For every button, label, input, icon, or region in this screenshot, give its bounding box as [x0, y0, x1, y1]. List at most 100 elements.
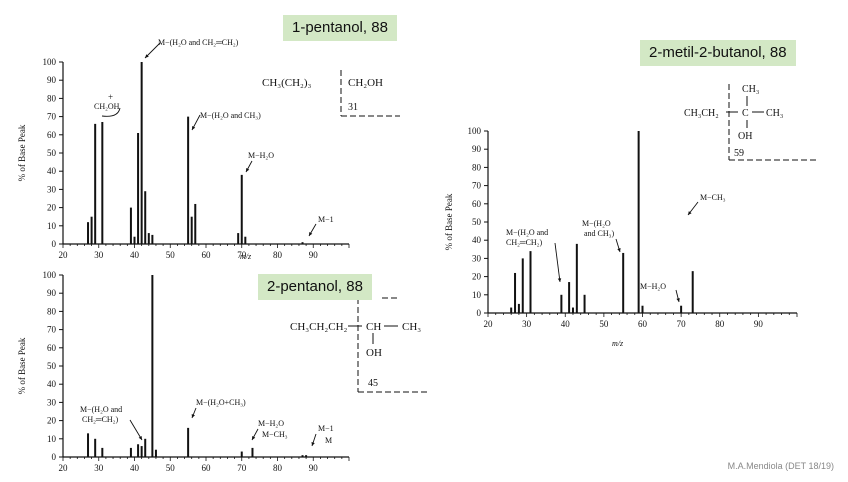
peak-annotation: CH₂OH [94, 102, 120, 111]
peak-annotation: CH₂═CH₂) [506, 238, 542, 247]
y-tick-label: 100 [43, 57, 57, 67]
y-axis-label: % of Base Peak [17, 124, 27, 181]
x-tick-label: 90 [309, 463, 319, 473]
peak-annotation: M−(H₂O and [506, 228, 548, 237]
x-tick-label: 60 [202, 463, 212, 473]
y-tick-label: 0 [477, 308, 482, 318]
x-axis-label: m/z [612, 339, 624, 348]
x-tick-label: 30 [94, 250, 104, 260]
structure-1-group: CH₂OH [348, 77, 383, 89]
structure-2-center: CH [366, 321, 381, 333]
annotation-arrow [129, 419, 143, 441]
y-tick-label: 60 [47, 130, 57, 140]
x-tick-label: 40 [561, 319, 571, 329]
peak-annotation: M−(H₂O and [80, 405, 122, 414]
peak-annotation: M−1 [318, 424, 334, 433]
x-tick-label: 40 [130, 463, 140, 473]
y-tick-label: 0 [52, 452, 57, 462]
y-tick-label: 80 [47, 93, 57, 103]
x-tick-label: 80 [273, 250, 283, 260]
peak-annotation: M−(H₂O [582, 219, 611, 228]
structure-2-mass: 45 [368, 378, 378, 389]
x-tick-label: 90 [309, 250, 319, 260]
x-tick-label: 40 [130, 250, 140, 260]
x-tick-label: 30 [522, 319, 532, 329]
structure-3-metilbutanol: CH₃ CH₃CH₂ C CH₃ OH 59 [684, 84, 816, 161]
label-1-pentanol: 1-pentanol, 88 [283, 15, 397, 41]
annotation-arrowhead [252, 436, 256, 440]
peak-annotation: M−CH₃ [262, 430, 288, 439]
annotation-arrowhead [138, 436, 142, 440]
peak-annotation: M−1 [318, 215, 334, 224]
spectrum-2-pentanol: 0 10 20 30 40 50 60 70 80 90 100 20 30 40 50 60 70 80 90 % … [17, 270, 350, 473]
y-tick-label: 70 [47, 325, 57, 335]
label-2-pentanol: 2-pentanol, 88 [258, 274, 372, 300]
y-tick-label: 20 [472, 272, 482, 282]
y-tick-label: 10 [47, 434, 57, 444]
y-axis-label: % of Base Peak [17, 337, 27, 394]
y-tick-label: 10 [472, 290, 482, 300]
structure-3-top: CH₃ [742, 84, 759, 95]
x-axis-label: m/z [240, 252, 252, 261]
y-tick-label: 40 [47, 166, 57, 176]
y-tick-label: 40 [47, 379, 57, 389]
structure-1-mass: 31 [348, 102, 358, 113]
peak-annotation: and CH₃) [584, 229, 614, 238]
structure-1-formula: CH₃(CH₂)₃ [262, 77, 312, 89]
spectrum-2-metil-2-butanol: 0 10 20 30 40 50 60 70 80 90 100 20 30 40 50 60 70 80 90 % … [444, 126, 798, 348]
y-tick-label: 70 [472, 181, 482, 191]
x-tick-label: 60 [202, 250, 212, 260]
peak-annotation: M−(H₂O and CH₂═CH₂) [158, 38, 239, 47]
x-tick-label: 20 [59, 250, 69, 260]
y-tick-label: 70 [47, 112, 57, 122]
annotation-arrowhead [311, 442, 315, 446]
peak-annotation: M−(H₂O and CH₃) [200, 111, 261, 120]
x-tick-label: 20 [484, 319, 494, 329]
structure-2-below: OH [366, 347, 382, 359]
y-tick-label: 50 [472, 217, 482, 227]
y-tick-label: 90 [47, 288, 57, 298]
structure-2-formula: CH₃CH₂CH₂ [290, 321, 348, 333]
structure-3-below: OH [738, 131, 752, 142]
x-tick-label: 80 [715, 319, 725, 329]
peak-annotation: M−H₂O [258, 419, 284, 428]
x-tick-label: 50 [166, 250, 176, 260]
x-tick-label: 60 [638, 319, 648, 329]
annotation-arrowhead [192, 126, 196, 130]
structure-3-formula: CH₃CH₂ [684, 108, 719, 119]
x-tick-label: 20 [59, 463, 69, 473]
y-tick-label: 90 [472, 144, 482, 154]
x-tick-label: 70 [677, 319, 687, 329]
y-tick-label: 20 [47, 416, 57, 426]
structure-3-right: CH₃ [766, 108, 783, 119]
y-tick-label: 100 [468, 126, 482, 136]
x-tick-label: 50 [599, 319, 609, 329]
y-tick-label: 30 [47, 184, 57, 194]
annotation-arrowhead [246, 168, 250, 172]
annotation-arrowhead [191, 414, 195, 418]
annotation-arrowhead [617, 248, 621, 252]
y-tick-label: 30 [47, 397, 57, 407]
structure-1-pentanol: CH₃(CH₂)₃ CH₂OH 31 [262, 70, 400, 117]
x-tick-label: 30 [94, 463, 104, 473]
y-tick-label: 0 [52, 239, 57, 249]
y-axis-label: % of Base Peak [444, 193, 454, 250]
credit-text: M.A.Mendiola (DET 18/19) [727, 461, 834, 471]
y-tick-label: 100 [43, 270, 57, 280]
structure-2-pentanol: CH₃CH₂CH₂ CH CH₃ OH 45 [290, 297, 430, 393]
y-tick-label: 30 [472, 253, 482, 263]
annotation-arrowhead [676, 298, 680, 302]
y-tick-label: 60 [472, 199, 482, 209]
peak-annotation: M−CH₃ [700, 193, 726, 202]
x-tick-label: 50 [166, 463, 176, 473]
y-tick-label: 90 [47, 75, 57, 85]
peak-annotation: M−H₂O [640, 282, 666, 291]
y-tick-label: 20 [47, 203, 57, 213]
y-tick-label: 80 [472, 162, 482, 172]
annotation-arrow [554, 242, 561, 283]
structure-3-mass: 59 [734, 148, 744, 159]
x-tick-label: 70 [237, 250, 247, 260]
y-tick-label: 10 [47, 221, 57, 231]
x-tick-label: 80 [273, 463, 283, 473]
